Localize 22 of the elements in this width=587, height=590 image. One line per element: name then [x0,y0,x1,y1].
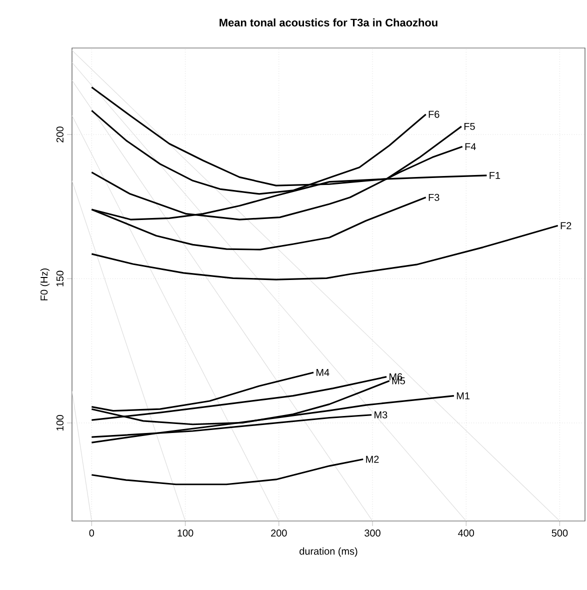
series-label: M3 [374,411,388,418]
series-label: F6 [428,110,440,118]
series-label: M4 [316,369,330,376]
y-tick-label: 200 [56,126,64,142]
y-tick-label: 150 [56,270,64,286]
x-tick-label: 200 [271,530,287,537]
x-tick-label: 400 [458,530,474,537]
x-axis-title: duration (ms) [300,547,358,557]
chart-title: Mean tonal acoustics for T3a in Chaozhou [220,18,438,26]
x-tick-label: 500 [552,530,568,537]
series-label: F2 [560,222,572,230]
x-tick-label: 0 [89,530,94,537]
series-label: F5 [464,122,475,130]
series-label: F3 [428,194,440,201]
series-label: F1 [490,172,500,179]
y-axis-title: F0 (Hz) [40,268,50,300]
series-label: M1 [456,392,470,400]
series-label: M2 [366,456,379,463]
x-tick-label: 300 [364,530,380,537]
series-label: F4 [465,143,476,150]
y-tick-label: 100 [56,415,64,430]
x-tick-label: 100 [178,530,194,537]
